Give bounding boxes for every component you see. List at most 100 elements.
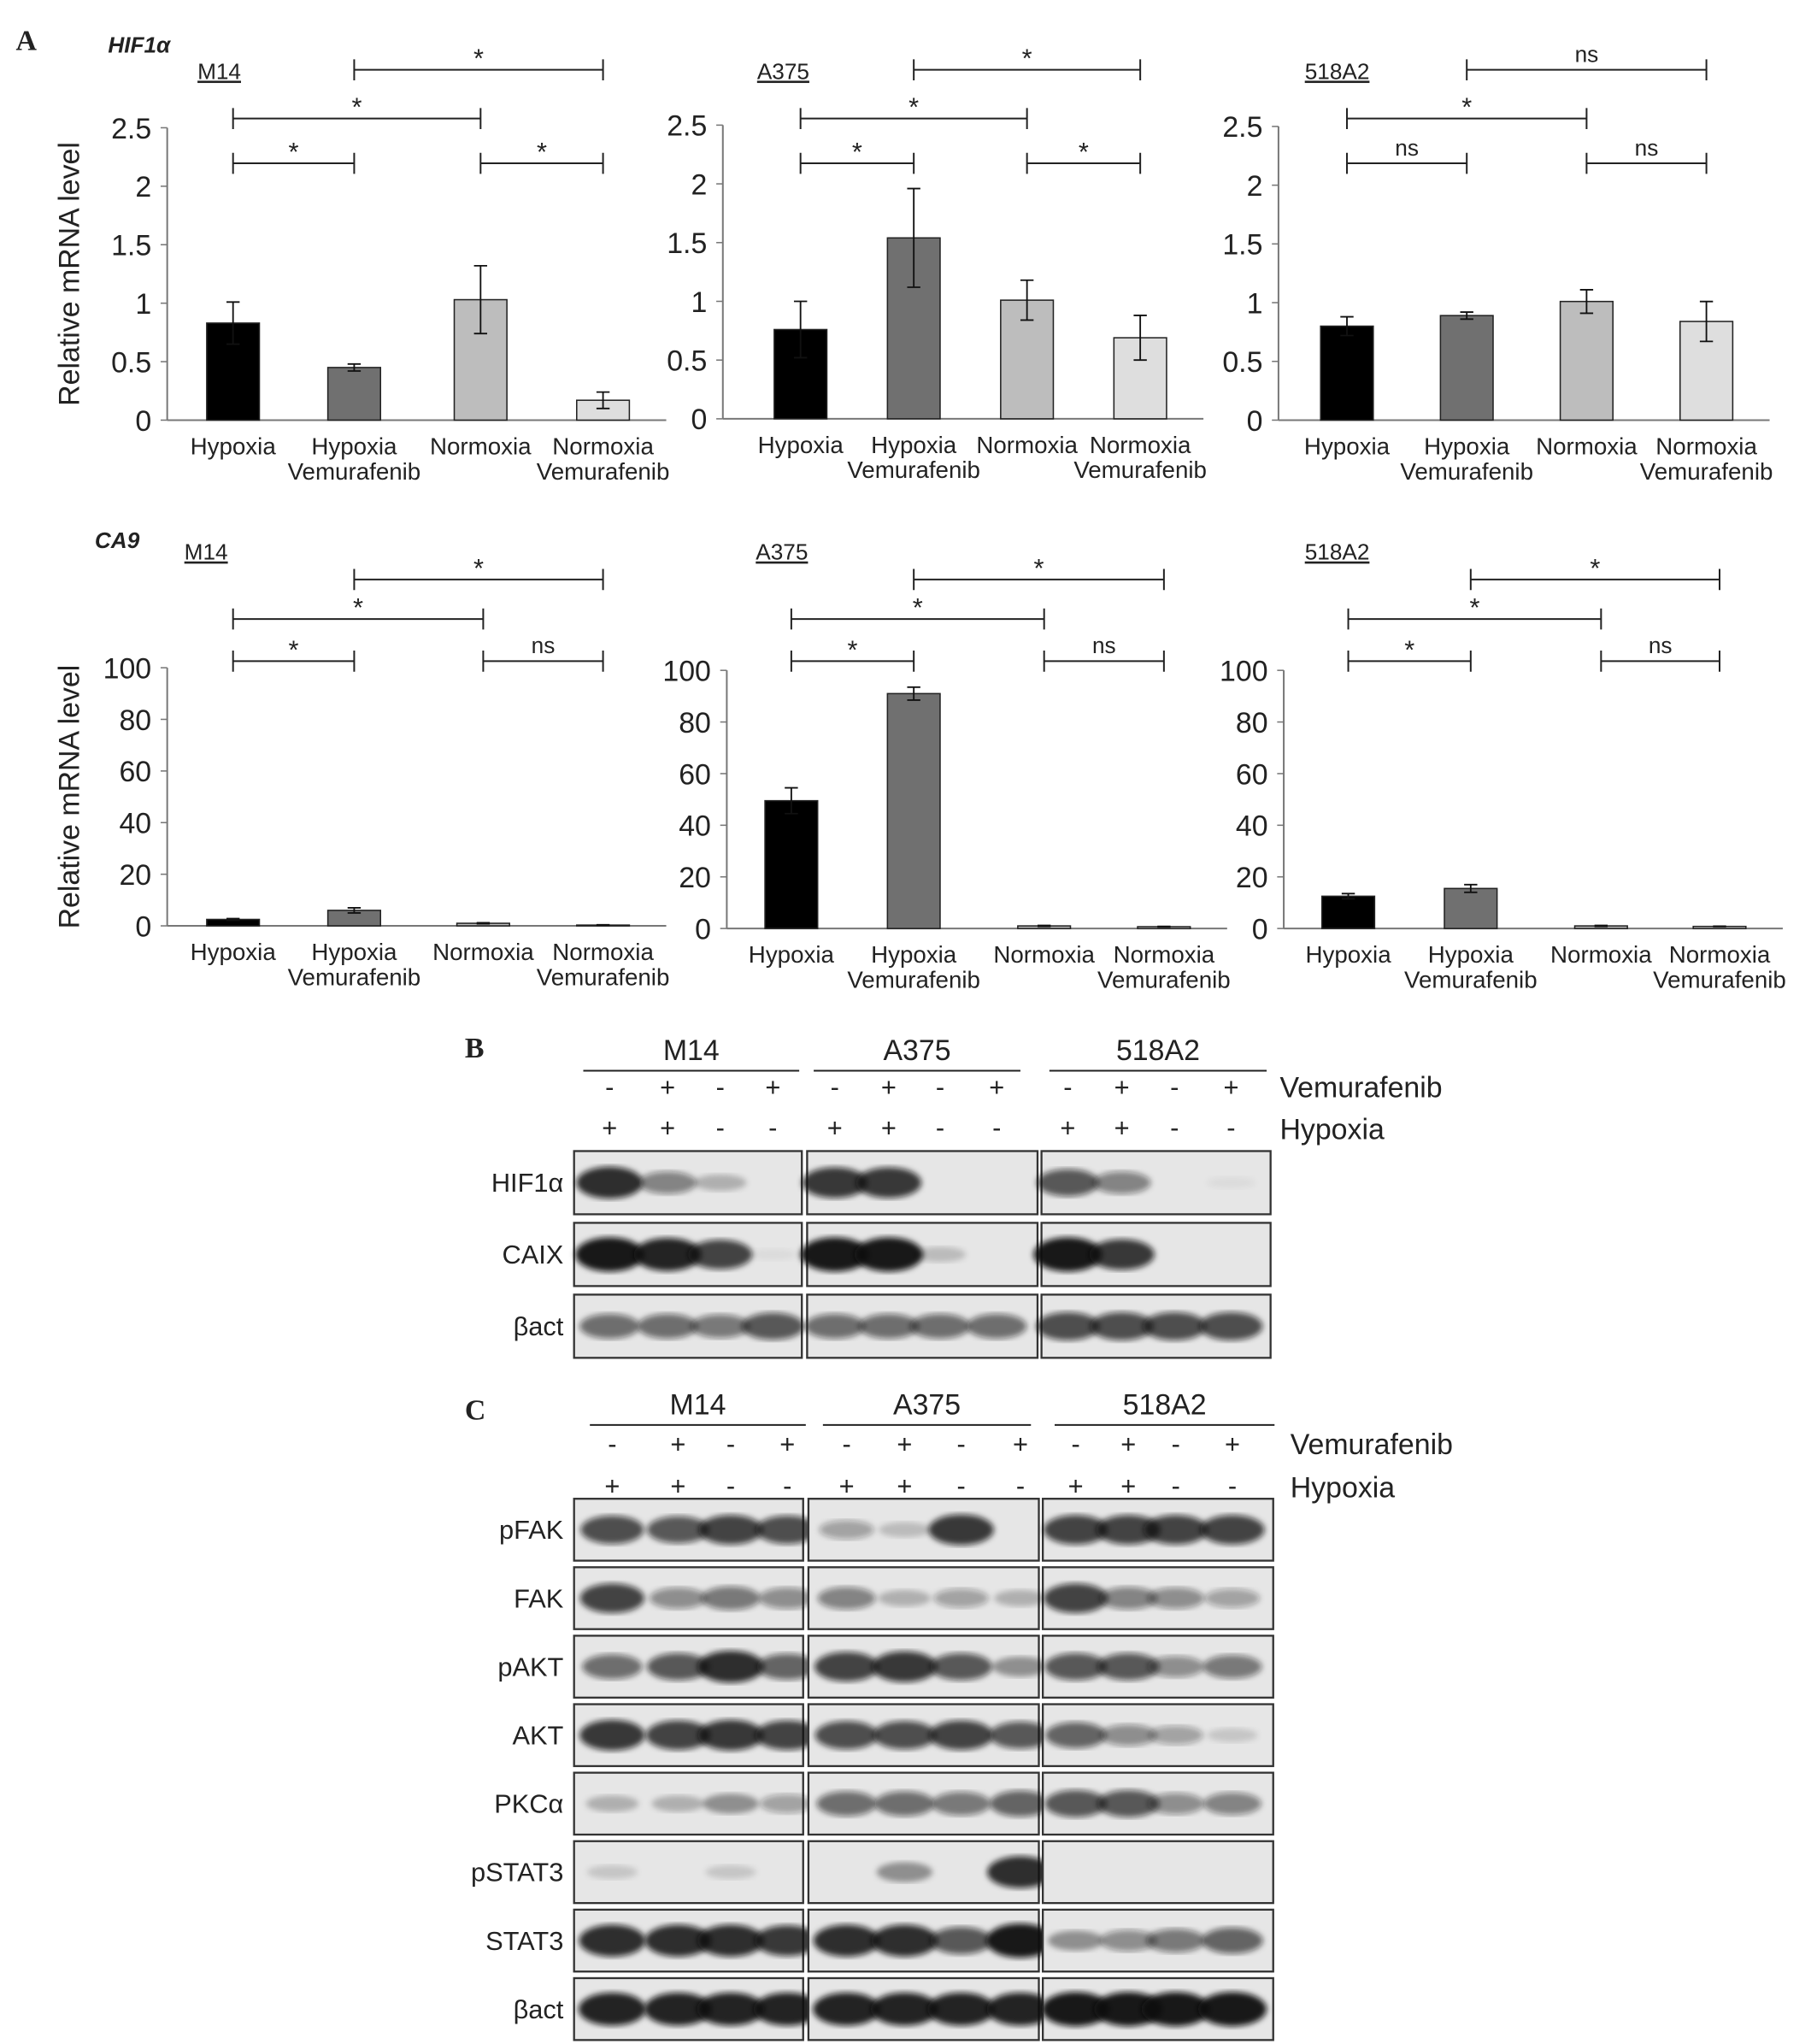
error-bar-1 (226, 917, 240, 922)
significance-bracket (1347, 608, 1602, 630)
vemurafenib-sign: - (1063, 1072, 1072, 1102)
significance-bracket (913, 59, 1142, 80)
vemurafenib-sign: - (608, 1428, 616, 1458)
significance-label: * (1404, 634, 1414, 664)
blot-βact-A375 (804, 1293, 1039, 1359)
blot-band (994, 1589, 1047, 1607)
hypoxia-label: Hypoxia (1291, 1472, 1396, 1505)
y-tick-label: 1.5 (111, 230, 151, 262)
hypoxia-label: Hypoxia (1279, 1114, 1385, 1146)
blot-row-label: pFAK (499, 1515, 564, 1545)
blot-row-label: STAT3 (485, 1926, 563, 1956)
blot-band (1207, 1176, 1255, 1189)
blot-band (1100, 1724, 1157, 1747)
x-tick-label: Hypoxia (1304, 433, 1391, 460)
blot-row-label: βact (514, 1311, 564, 1341)
cell-line-header: M14 (663, 1034, 720, 1067)
blot-band (1147, 1793, 1205, 1815)
vemurafenib-sign: + (1114, 1072, 1130, 1102)
blot-band (647, 1652, 709, 1681)
blot-band (582, 1654, 643, 1680)
blot-row-label: βact (514, 1994, 564, 2024)
vemurafenib-sign: + (989, 1072, 1004, 1102)
cell-line-label: M14 (185, 539, 228, 565)
hypoxia-sign: + (827, 1113, 843, 1143)
blot-band (1044, 1583, 1108, 1613)
blot-band (992, 1656, 1049, 1677)
y-tick-label: 40 (1236, 810, 1268, 843)
x-tick-label: Vemurafenib (1073, 457, 1207, 483)
significance-label: * (1034, 553, 1044, 583)
error-bar-4 (1699, 300, 1714, 343)
blot-band (697, 1924, 764, 1957)
cell-line-label: 518A2 (1305, 539, 1370, 565)
error-bar-2 (907, 187, 920, 288)
blot-band (697, 1650, 764, 1683)
significance-bracket (1026, 152, 1142, 174)
y-tick-label: 0 (1252, 913, 1268, 945)
x-tick-label: Hypoxia (311, 433, 397, 460)
hypoxia-sign: + (839, 1471, 855, 1501)
error-bar-2 (347, 362, 362, 372)
significance-bracket (479, 152, 604, 174)
blot-band (854, 1237, 923, 1272)
significance-label: ns (1635, 135, 1659, 161)
blot-band (576, 1166, 644, 1199)
error-bar-3 (473, 264, 488, 335)
bar-1 (764, 799, 819, 929)
blot-band (1147, 1587, 1205, 1609)
hypoxia-sign: - (1228, 1471, 1237, 1501)
x-tick-label: Normoxia (552, 433, 654, 460)
y-tick-label: 0 (695, 913, 711, 945)
vemurafenib-sign: + (881, 1072, 897, 1102)
blot-band (858, 1313, 920, 1339)
vemurafenib-sign: + (670, 1428, 685, 1458)
significance-bracket (232, 108, 482, 129)
blot-band (1044, 1789, 1108, 1817)
blot-pSTAT3-518A2 (1041, 1840, 1274, 1905)
blot-CAIX-M14 (573, 1222, 803, 1287)
vemurafenib-label: Vemurafenib (1291, 1428, 1453, 1461)
y-tick-label: 80 (119, 704, 151, 737)
hypoxia-sign: - (783, 1471, 791, 1501)
blot-band (633, 1238, 702, 1271)
hypoxia-sign: - (1226, 1113, 1235, 1143)
x-tick-label: Normoxia (1655, 433, 1757, 460)
x-tick-label: Vemurafenib (1640, 458, 1773, 485)
blot-band (579, 1313, 640, 1339)
blot-band (990, 1790, 1051, 1817)
blot-band (1203, 1654, 1262, 1679)
significance-bracket (790, 651, 915, 672)
y-tick-label: 20 (119, 859, 151, 892)
blot-band (989, 1721, 1052, 1749)
blot-band (644, 1992, 712, 2026)
significance-label: * (1022, 44, 1032, 74)
y-tick-label: 2 (135, 171, 151, 203)
blot-band (933, 1588, 989, 1608)
y-tick-label: 1 (691, 286, 707, 319)
y-tick-label: 1 (1247, 287, 1263, 320)
blot-band (755, 1720, 820, 1750)
hypoxia-sign: - (726, 1471, 735, 1501)
blot-pSTAT3-M14 (573, 1840, 804, 1905)
hypoxia-sign: + (1120, 1471, 1136, 1501)
western-blot-panel-b: M14 - + + + - - + - A375 - + + + - - + - 518A2 - + + + - - + - Vemu… (491, 1034, 1443, 1359)
blot-membrane (1041, 1840, 1274, 1905)
x-tick-label: Normoxia (993, 941, 1095, 968)
x-tick-label: Vemurafenib (288, 963, 421, 990)
blot-STAT3-A375 (807, 1908, 1056, 1973)
blot-band (1141, 1992, 1210, 2027)
blot-band (1200, 1515, 1265, 1545)
blot-pAKT-518A2 (1041, 1635, 1274, 1699)
hypoxia-sign: + (1114, 1113, 1130, 1143)
blot-band (645, 1720, 710, 1750)
blot-band (688, 1240, 753, 1269)
x-tick-label: Vemurafenib (288, 458, 421, 485)
error-bar-1 (1341, 892, 1355, 900)
significance-label: * (913, 592, 923, 622)
blot-AKT-A375 (807, 1703, 1052, 1768)
significance-bracket (1346, 152, 1468, 174)
hypoxia-sign: - (936, 1113, 944, 1143)
y-tick-label: 20 (1236, 862, 1268, 894)
